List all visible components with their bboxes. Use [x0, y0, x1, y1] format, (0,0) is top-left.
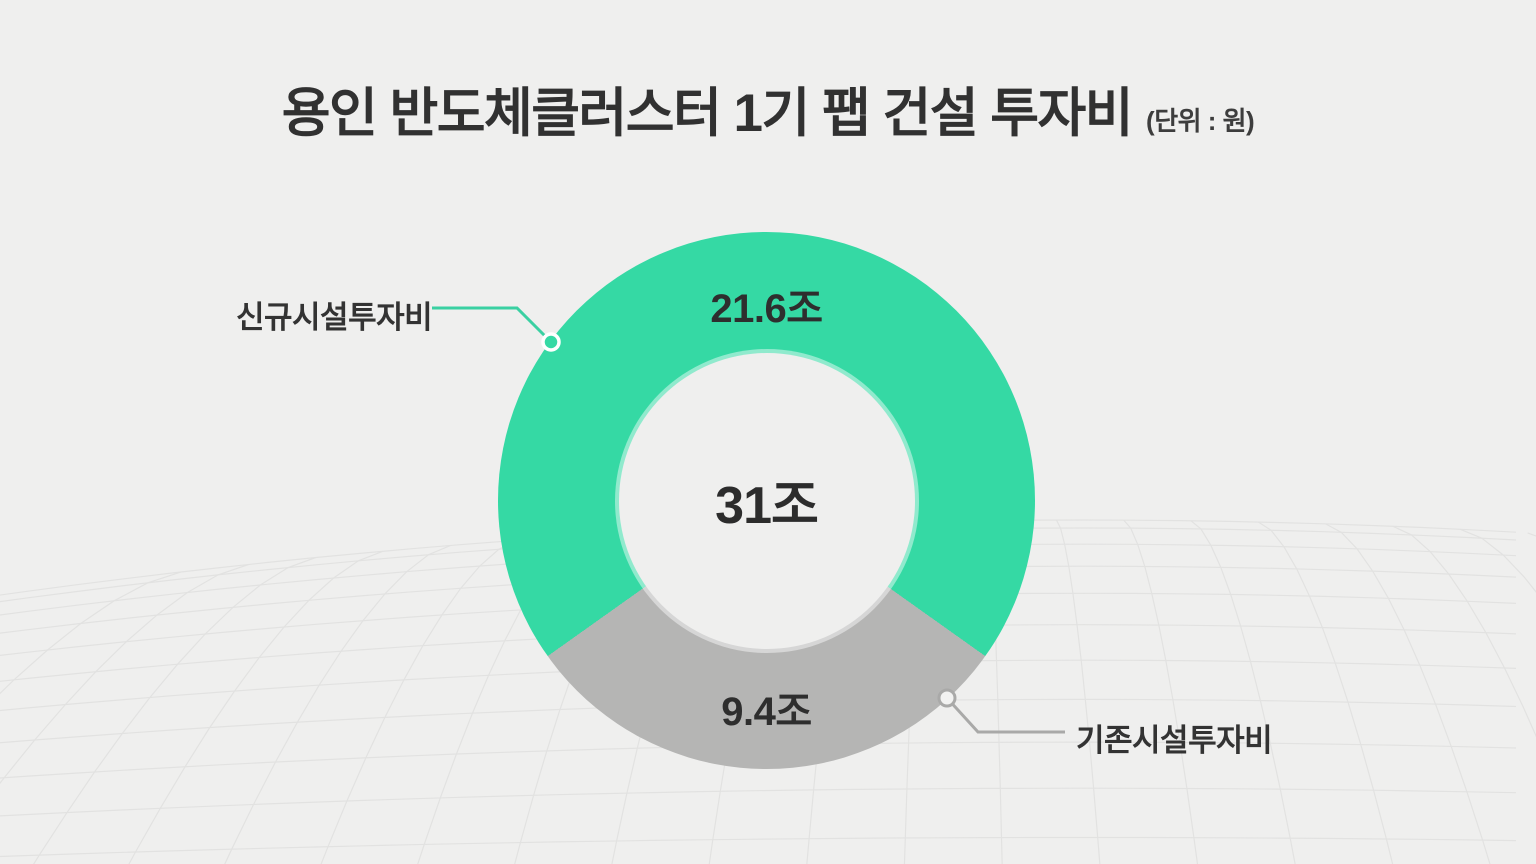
- legend-label-right: 기존시설투자비: [1076, 723, 1273, 758]
- slice-value-top: 21.6조: [710, 287, 823, 331]
- legend-label-left: 신규시설투자비: [236, 300, 433, 335]
- donut-hole: 31조: [618, 352, 915, 649]
- page-title: 용인 반도체클러스터 1기 팹 건설 투자비: [281, 84, 1134, 143]
- header: 용인 반도체클러스터 1기 팹 건설 투자비 (단위 : 원): [0, 84, 1536, 143]
- unit-note: (단위 : 원): [1146, 106, 1255, 137]
- total-value: 31조: [715, 477, 819, 535]
- slice-value-bottom: 9.4조: [721, 690, 812, 734]
- donut-chart: 21.6조 9.4조 31조: [498, 232, 1035, 769]
